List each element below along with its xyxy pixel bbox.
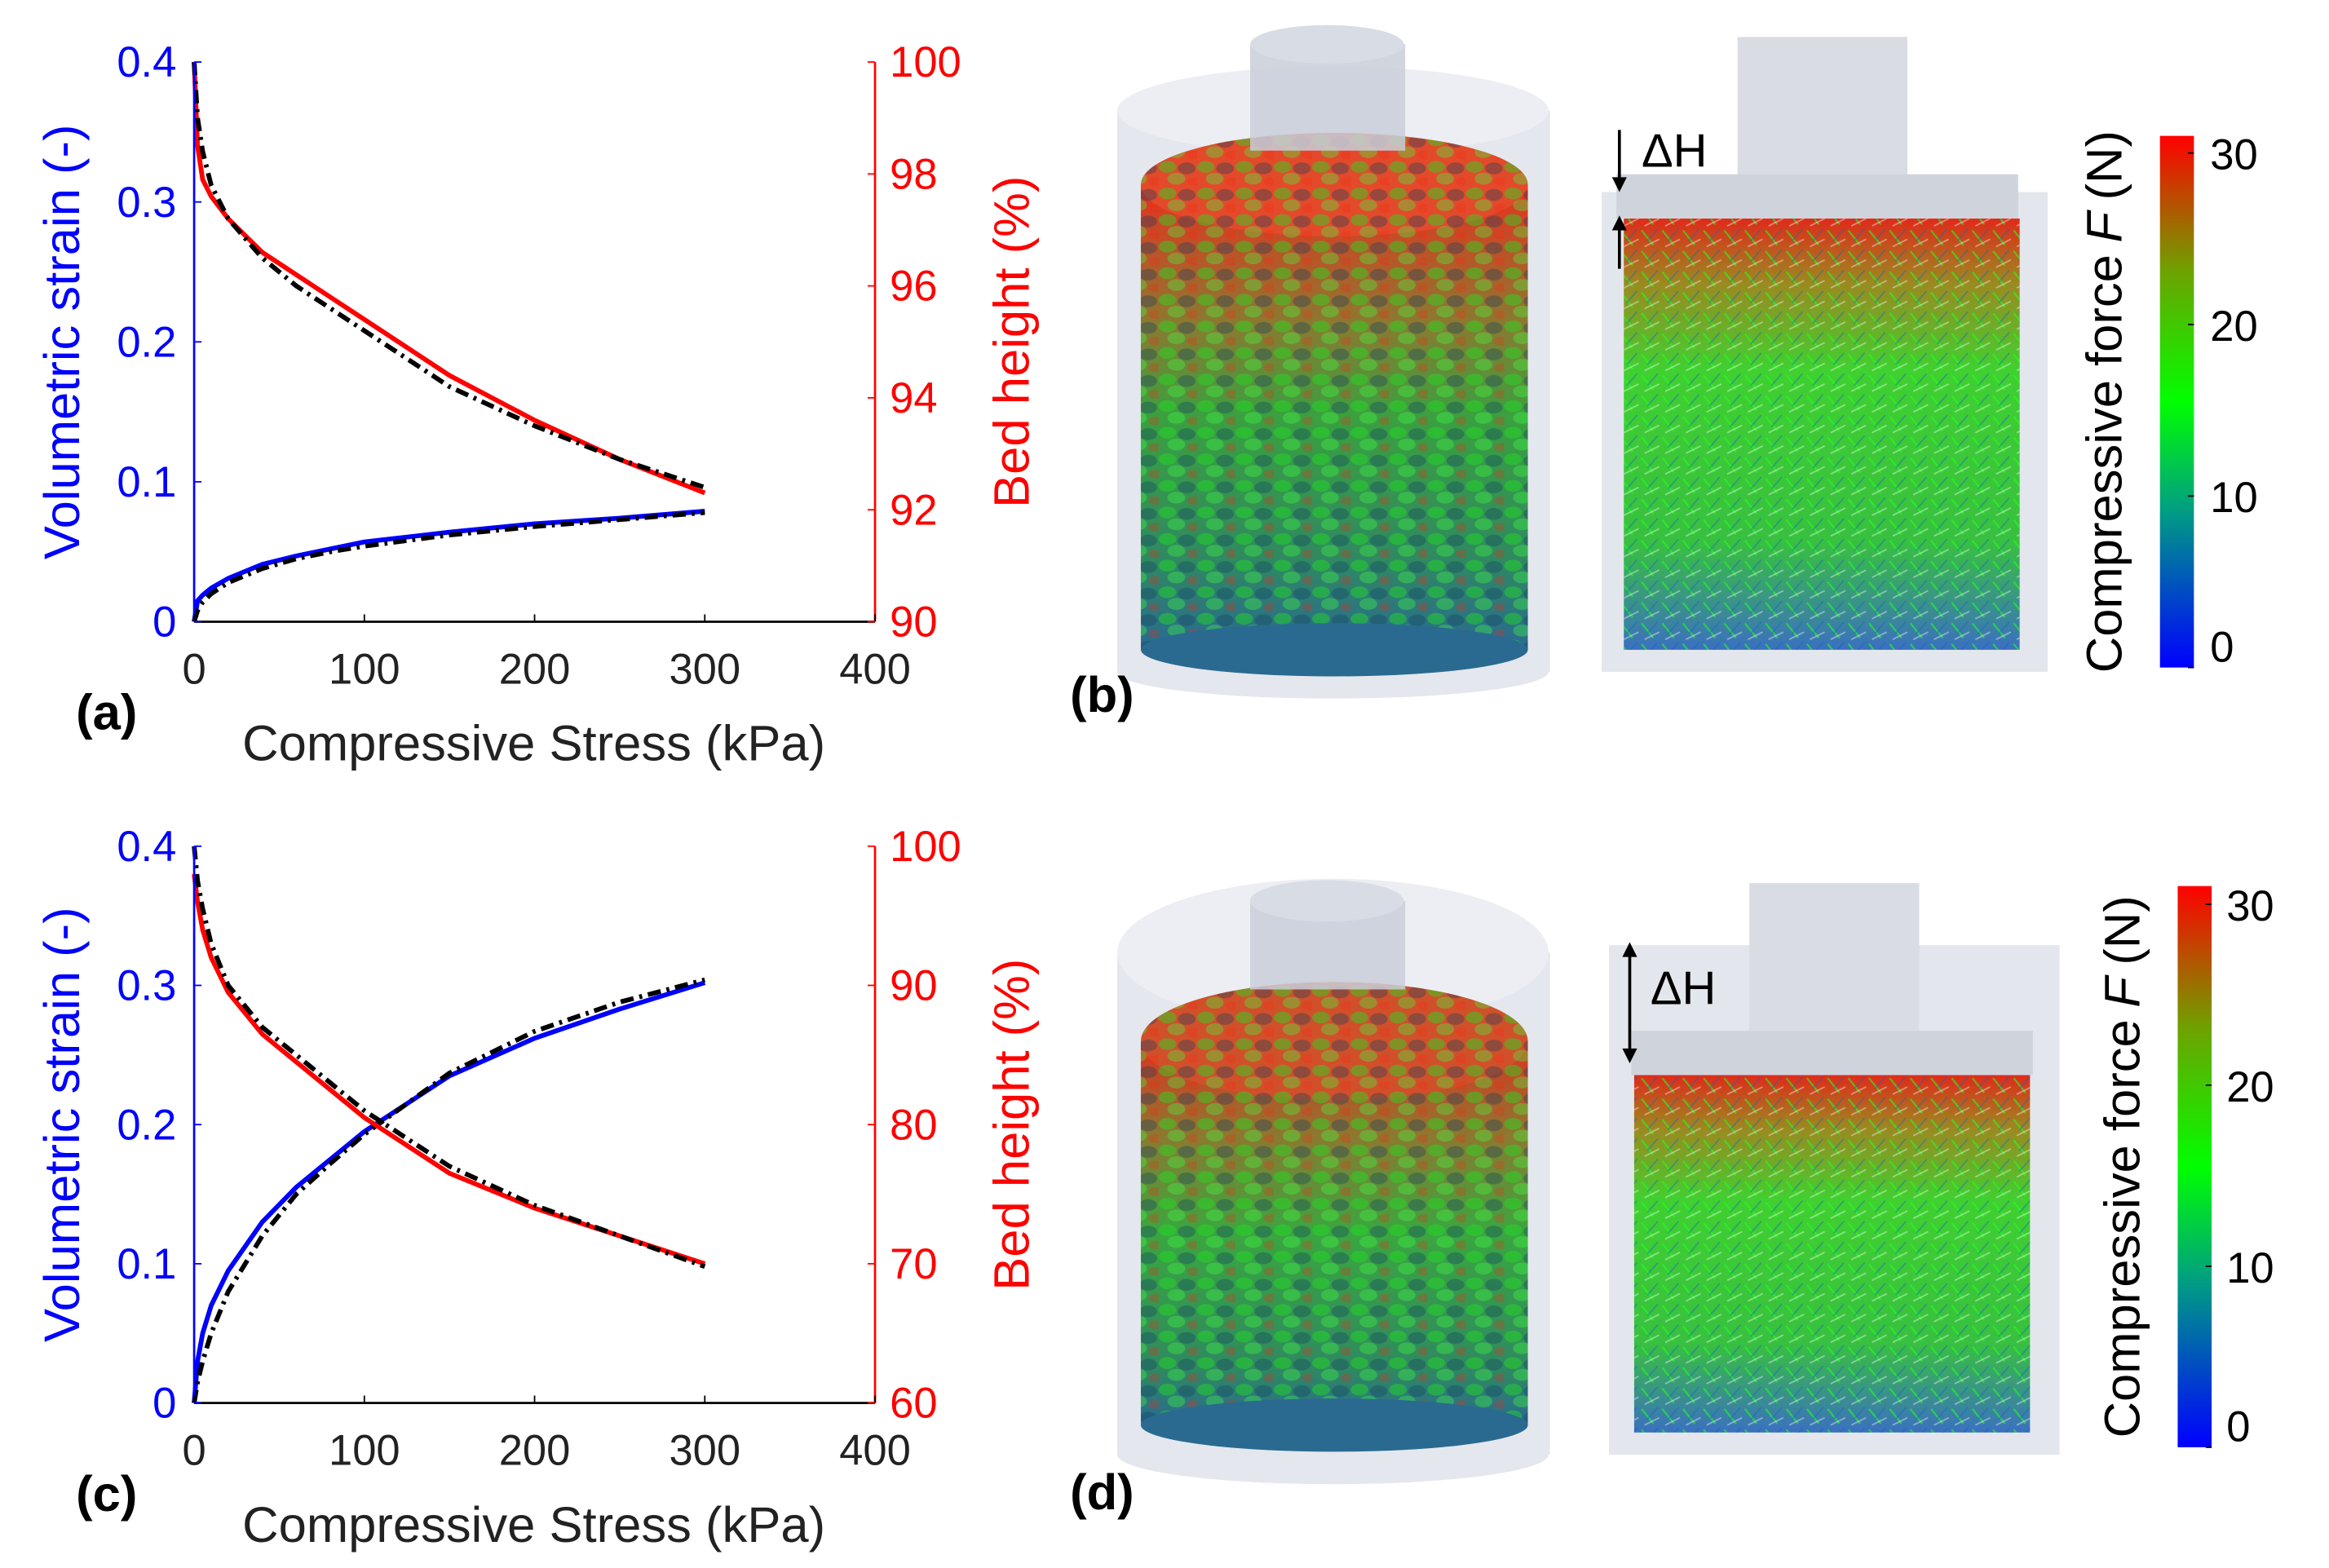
force-network-texture xyxy=(1633,1075,2031,1433)
y2-tick-label: 90 xyxy=(890,962,937,1010)
data-line xyxy=(192,980,706,1403)
y2-tick-label: 98 xyxy=(890,150,937,198)
y-tick-label: 0 xyxy=(152,1380,176,1428)
x-axis-label: Compressive Stress (kPa) xyxy=(242,1497,825,1553)
delta-h: ΔH xyxy=(1651,963,1717,1015)
delta-arrowhead xyxy=(1622,942,1637,957)
piston-section xyxy=(1737,37,1908,178)
x-tick-label: 200 xyxy=(499,646,571,694)
y2-tick-label: 100 xyxy=(890,823,961,871)
colorbar xyxy=(2159,135,2194,668)
colorbar-label-text: Compressive force xyxy=(2077,254,2133,673)
y2-tick-label: 96 xyxy=(890,263,937,311)
render-d: ΔH Compressive force F (N) (d) xyxy=(1070,878,2212,1521)
y2-axis-label: Bed height (%) xyxy=(983,959,1040,1291)
panel-label: (d) xyxy=(1070,1464,1134,1521)
data-line xyxy=(192,61,706,490)
data-line xyxy=(192,510,705,623)
colorbar-label-unit: (N) xyxy=(2094,895,2150,965)
y2-tick-label: 100 xyxy=(890,38,961,86)
colorbar-tick-label: 20 xyxy=(2226,1063,2274,1111)
y-tick-label: 0.3 xyxy=(117,962,176,1010)
colorbar-label: Compressive force F (N) xyxy=(2077,130,2133,673)
y-tick-label: 0.1 xyxy=(117,1240,176,1288)
x-tick-label: 400 xyxy=(839,646,911,694)
colorbar-tick-label: 0 xyxy=(2210,623,2234,671)
data-line xyxy=(192,873,706,1266)
colorbar-tick-label: 20 xyxy=(2210,303,2257,351)
colorbar-label-text: Compressive force xyxy=(2094,1019,2150,1438)
bed-bottom xyxy=(1141,1398,1528,1452)
y-tick-label: 0 xyxy=(152,598,176,647)
data-line xyxy=(192,977,706,1404)
colorbar-label: Compressive force F (N) xyxy=(2094,895,2150,1438)
x-tick-label: 400 xyxy=(839,1427,911,1475)
delta-h: ΔH xyxy=(1642,126,1708,178)
piston-top xyxy=(1250,880,1404,922)
colorbar-tick-label: 10 xyxy=(2210,474,2257,522)
y2-tick-label: 94 xyxy=(890,374,937,422)
particle-texture xyxy=(1141,1040,1528,1425)
colorbar-tick-label: 30 xyxy=(2210,131,2257,179)
colorbar-tick-label: 0 xyxy=(2226,1403,2250,1451)
particle-texture xyxy=(1141,184,1528,650)
colorbar-tick-label: 30 xyxy=(2226,882,2274,930)
x-tick-label: 100 xyxy=(329,646,400,694)
render-b: ΔH Compressive force F (N) (b) xyxy=(1070,24,2194,723)
bed-bottom xyxy=(1141,623,1528,677)
bed-top-texture xyxy=(1141,133,1528,236)
force-network-texture xyxy=(1624,219,2020,650)
y2-tick-label: 80 xyxy=(890,1101,937,1149)
piston-section xyxy=(1749,883,1920,1031)
x-axis-label: Compressive Stress (kPa) xyxy=(242,716,825,772)
panel-label: (a) xyxy=(76,685,137,741)
plate xyxy=(1631,1031,2033,1076)
delta-arrowhead xyxy=(1611,177,1627,192)
y2-tick-label: 60 xyxy=(890,1380,937,1428)
y2-tick-label: 70 xyxy=(890,1240,937,1288)
delta-arrowhead xyxy=(1622,1048,1637,1064)
y-tick-label: 0.2 xyxy=(117,1101,176,1149)
colorbar-tick-label: 10 xyxy=(2226,1244,2274,1292)
chart: 0 100 200 300 400 0 0.1 0.2 0.3 0.4 90 92 94 96 98 100 V… xyxy=(34,38,1041,772)
x-tick-label: 200 xyxy=(499,1427,571,1475)
colorbar-label-symbol: F xyxy=(2077,210,2133,243)
x-tick-label: 300 xyxy=(669,646,740,694)
y2-tick-label: 92 xyxy=(890,486,937,534)
y2-axis-label: Bed height (%) xyxy=(983,176,1040,508)
delta-arrowhead xyxy=(1611,215,1627,231)
y-axis-label: Volumetric strain (-) xyxy=(34,124,91,559)
y-tick-label: 0.2 xyxy=(117,318,176,366)
data-line xyxy=(192,61,706,496)
plate xyxy=(1616,174,2018,219)
y-tick-label: 0.3 xyxy=(117,179,176,227)
data-line xyxy=(192,846,706,1270)
colorbar-label-symbol: F xyxy=(2094,974,2150,1008)
y2-tick-label: 90 xyxy=(890,598,937,647)
panel-label: (b) xyxy=(1070,667,1134,723)
y-tick-label: 0.4 xyxy=(117,38,176,86)
x-tick-label: 0 xyxy=(182,1427,206,1475)
chart: 0 100 200 300 400 0 0.1 0.2 0.3 0.4 60 70 80 90 100 Vol… xyxy=(34,823,1041,1553)
y-axis-label: Volumetric strain (-) xyxy=(34,907,91,1342)
bed-top-texture xyxy=(1141,982,1528,1101)
panel-label: (c) xyxy=(76,1466,137,1522)
y-tick-label: 0.1 xyxy=(117,458,176,506)
x-tick-label: 300 xyxy=(669,1427,740,1475)
y-tick-label: 0.4 xyxy=(117,823,176,871)
x-tick-label: 100 xyxy=(329,1427,400,1475)
colorbar-label-unit: (N) xyxy=(2077,130,2133,200)
x-tick-label: 0 xyxy=(182,646,206,694)
data-line xyxy=(192,509,705,622)
piston-top xyxy=(1250,24,1404,64)
colorbar xyxy=(2177,886,2212,1447)
